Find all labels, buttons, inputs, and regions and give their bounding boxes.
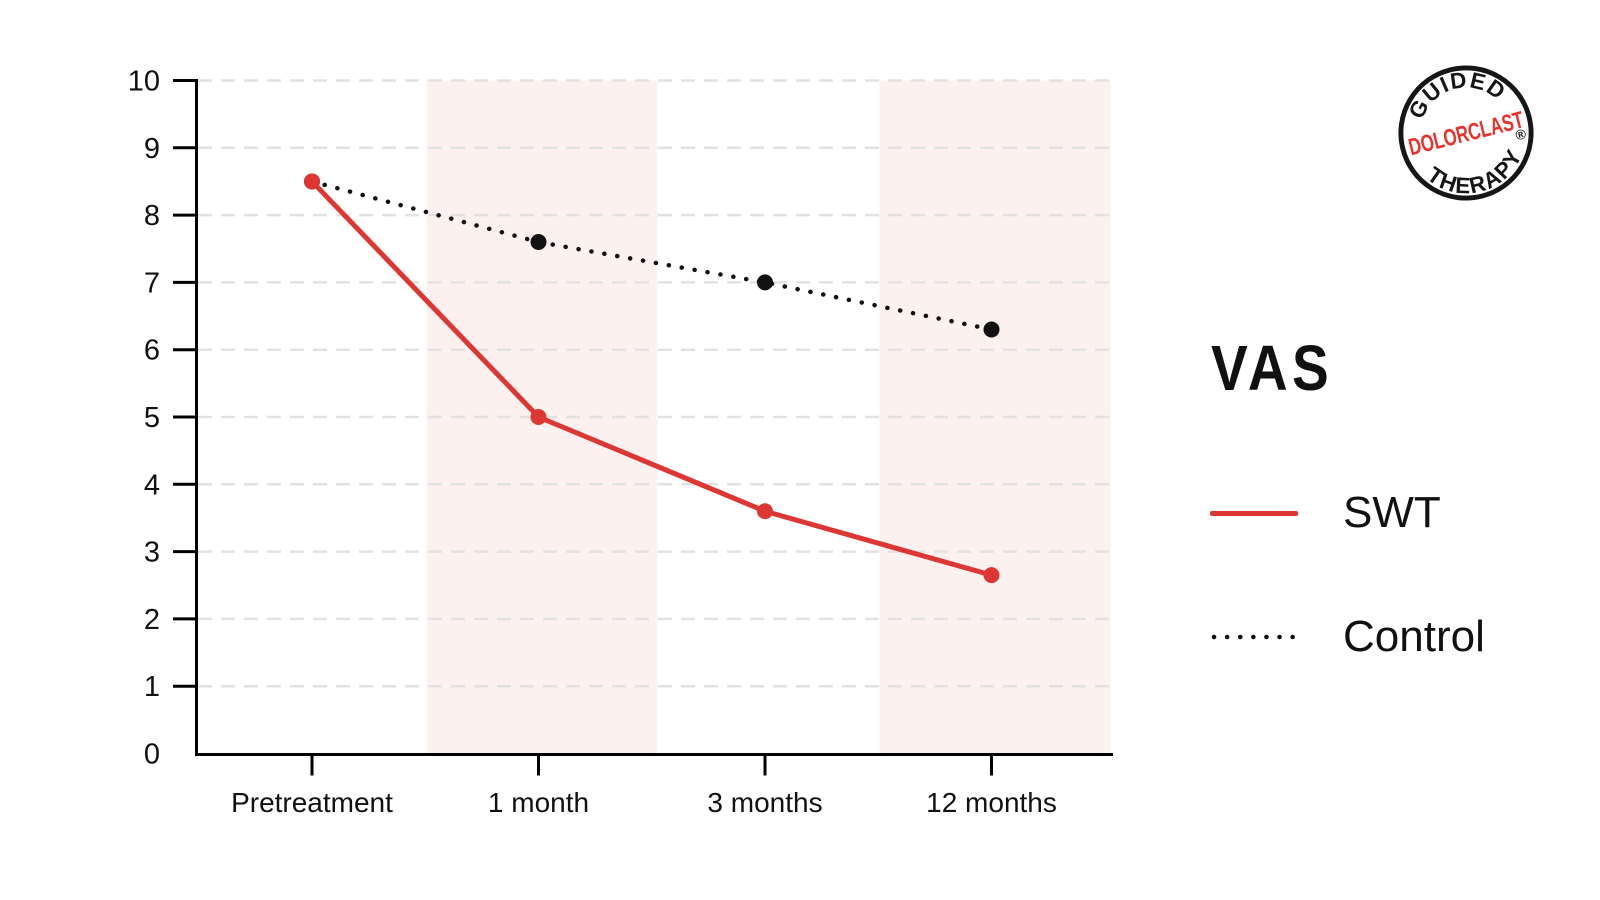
logo-ring <box>1398 65 1534 201</box>
y-tick-label: 7 <box>144 267 160 299</box>
registered-trademark-icon: ® <box>1514 125 1529 143</box>
legend-label-control: Control <box>1343 612 1485 661</box>
series-control-line <box>309 179 994 332</box>
swt-solid-line-icon <box>1210 510 1298 516</box>
control-line-swatch <box>1210 633 1298 641</box>
y-tick-label: 1 <box>144 671 160 703</box>
series-swt-line <box>309 178 994 578</box>
series-swt <box>304 173 1000 584</box>
gridlines <box>198 79 1113 688</box>
series-control-point <box>757 274 773 291</box>
series-swt-point <box>304 173 320 190</box>
legend-item-control: Control <box>1210 615 1485 659</box>
y-tick-label: 10 <box>128 66 160 98</box>
control-dotted-line-icon <box>1211 634 1297 640</box>
y-tick-label: 5 <box>144 402 160 434</box>
x-axis: Pretreatment 1 month 3 months 12 months <box>231 756 1057 818</box>
swt-line-swatch <box>1210 510 1298 516</box>
y-tick-label: 4 <box>144 469 160 501</box>
y-tick-label: 3 <box>144 537 160 569</box>
series-control-point <box>530 234 547 251</box>
x-tick-label: Pretreatment <box>231 787 393 818</box>
series-swt-point <box>530 409 547 425</box>
y-tick-label: 9 <box>144 133 160 165</box>
series-swt-point <box>983 567 1000 584</box>
guided-dolorclast-therapy-logo: GUIDED THERAPY DOLORCLAST ® <box>1396 63 1534 203</box>
legend-item-swt: SWT <box>1210 491 1441 535</box>
legend-title: VAS <box>1211 332 1333 404</box>
x-tick-label: 12 months <box>926 787 1057 818</box>
y-tick-label: 8 <box>144 200 160 232</box>
y-tick-label: 2 <box>144 604 160 636</box>
x-tick-label: 1 month <box>488 787 589 818</box>
axes <box>195 79 1113 756</box>
y-tick-label: 6 <box>144 335 160 367</box>
legend-label-swt: SWT <box>1343 488 1441 537</box>
y-axis: 0 1 2 3 4 5 6 7 8 9 10 <box>128 66 195 771</box>
series-control-point <box>983 321 1000 338</box>
y-tick-label: 0 <box>144 739 160 771</box>
x-tick-label: 3 months <box>707 787 822 818</box>
series-swt-point <box>757 503 773 520</box>
